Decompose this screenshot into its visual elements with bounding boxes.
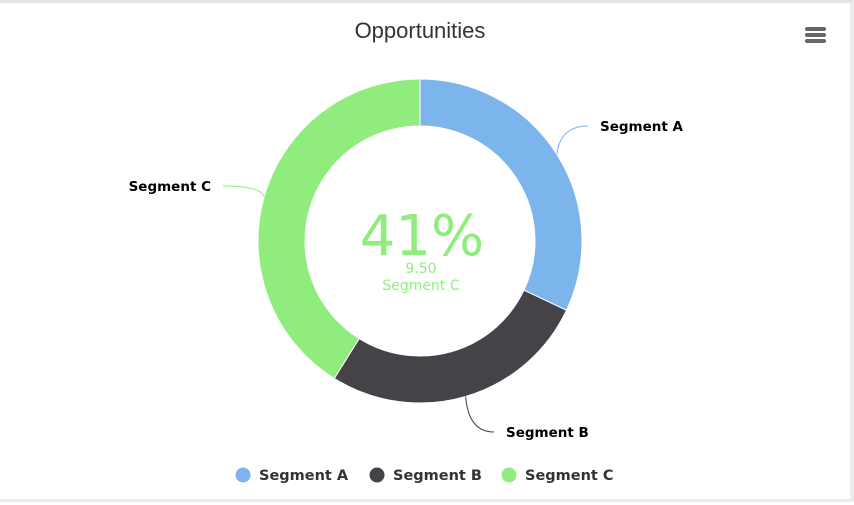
slice-segment-b[interactable] [333, 289, 568, 404]
slice-segment-a[interactable] [419, 78, 583, 311]
slice-label-segment-a: Segment A [600, 119, 684, 135]
slice-label-connectors [222, 125, 589, 433]
center-label: Segment C [382, 278, 459, 294]
slice-label-segment-b: Segment B [506, 425, 589, 441]
donut-slices [257, 78, 583, 404]
chart-legend: Segment A Segment B Segment C [235, 467, 614, 485]
legend-item-segment-c[interactable]: Segment C [501, 467, 614, 485]
legend-label-segment-b: Segment B [393, 468, 482, 484]
slice-label-segment-c: Segment C [129, 179, 212, 195]
legend-label-segment-c: Segment C [525, 468, 614, 484]
connector-segment-c [222, 185, 265, 197]
hamburger-menu-icon[interactable] [800, 21, 830, 49]
center-percent: 41% [360, 204, 484, 269]
connector-segment-b [465, 396, 495, 433]
center-value: 9.50 [405, 261, 436, 277]
legend-item-segment-a[interactable]: Segment A [235, 467, 349, 485]
connector-segment-a [556, 125, 589, 155]
legend-marker-segment-a [235, 467, 251, 483]
slice-segment-c[interactable] [257, 78, 421, 380]
legend-marker-segment-c [501, 467, 517, 483]
donut-center: 41% 9.50 Segment C [360, 204, 484, 294]
legend-label-segment-a: Segment A [259, 468, 349, 484]
legend-marker-segment-b [369, 467, 385, 483]
chart-title: Opportunities [355, 18, 486, 43]
slice-labels: Segment A Segment B Segment C [129, 119, 684, 441]
legend-item-segment-b[interactable]: Segment B [369, 467, 482, 485]
